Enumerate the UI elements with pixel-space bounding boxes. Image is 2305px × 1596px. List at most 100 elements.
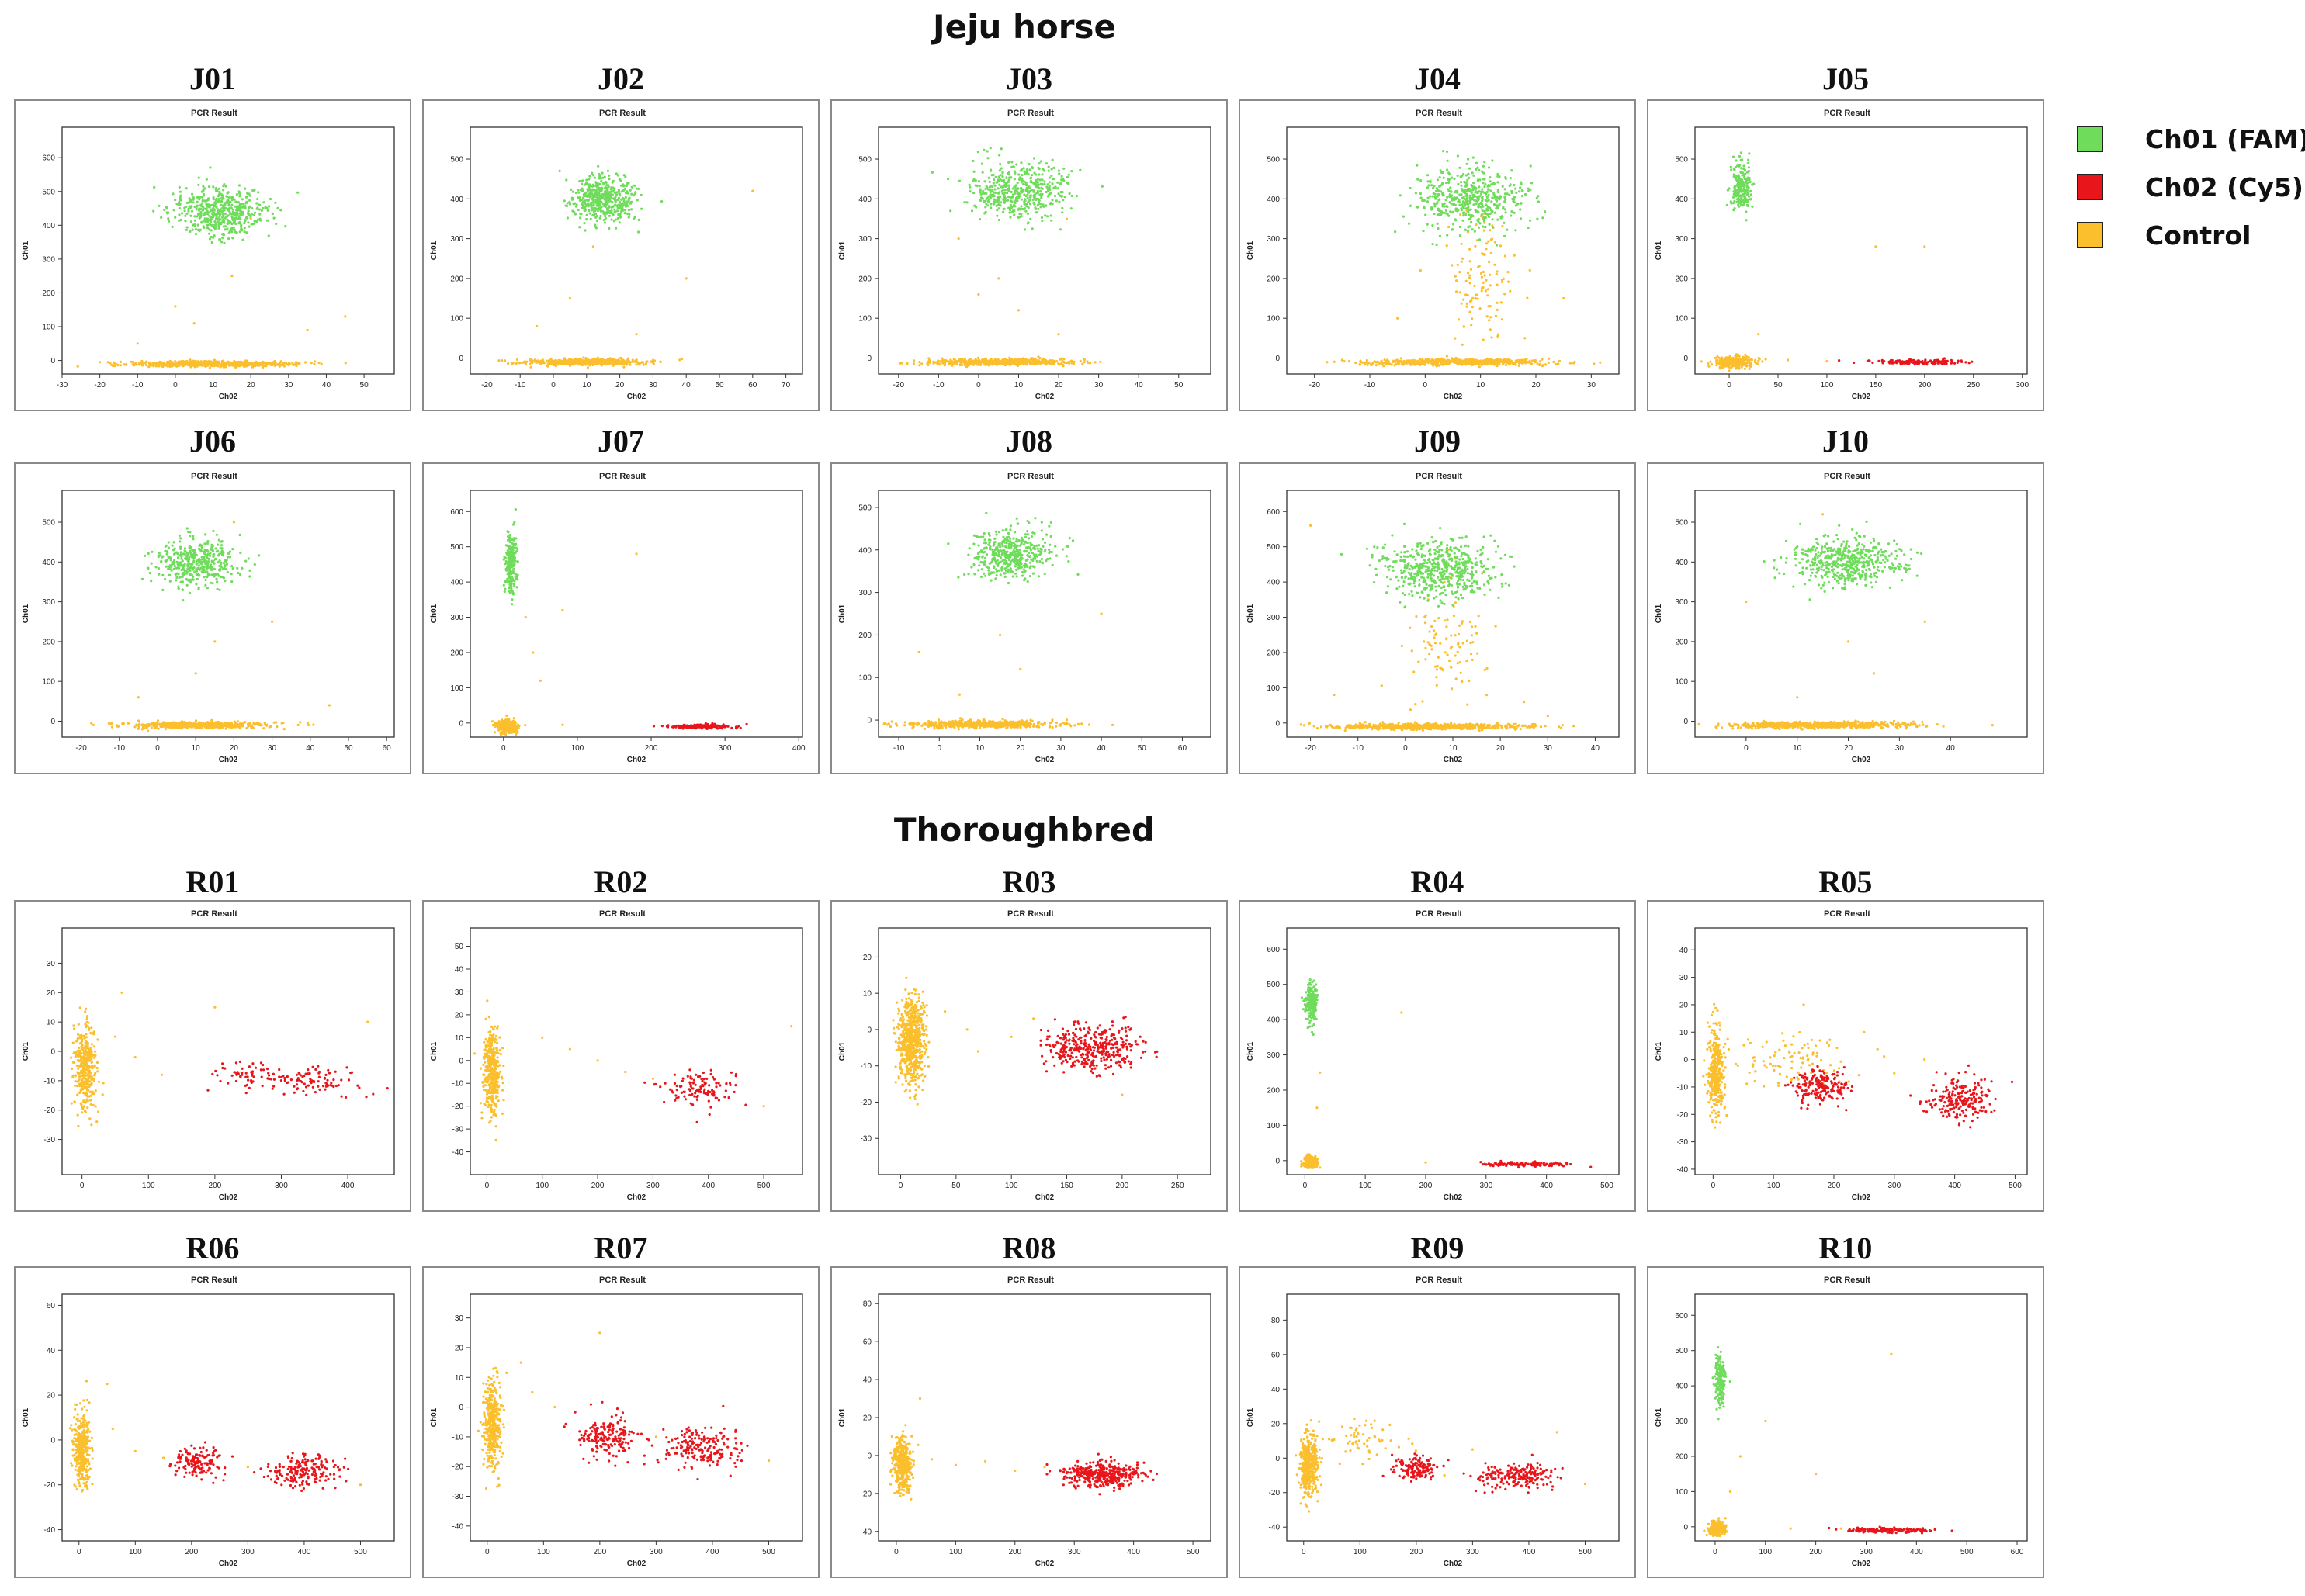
droplet-point — [196, 223, 199, 227]
droplet-point — [1043, 169, 1046, 172]
droplet-point — [1048, 185, 1051, 188]
droplet-point — [1069, 359, 1073, 362]
droplet-point — [1486, 294, 1489, 297]
droplet-point — [227, 220, 230, 223]
droplet-point — [604, 202, 607, 205]
droplet-point — [1465, 196, 1469, 199]
droplet-point — [227, 200, 230, 203]
droplet-point — [1528, 268, 1531, 272]
droplet-point — [1431, 243, 1434, 246]
droplet-point — [1438, 185, 1442, 188]
droplet-point — [185, 187, 188, 190]
panel-label-j01: J01 — [189, 61, 236, 96]
droplet-point — [185, 212, 189, 215]
droplet-point — [1500, 318, 1503, 321]
droplet-point — [113, 362, 116, 365]
droplet-point — [1010, 190, 1013, 193]
droplet-point — [941, 359, 945, 362]
droplet-point — [199, 360, 203, 363]
droplet-point — [613, 191, 616, 195]
droplet-point — [1028, 185, 1031, 189]
droplet-point — [1444, 181, 1448, 185]
droplet-point — [604, 186, 607, 189]
droplet-point — [262, 206, 265, 210]
x-tick-label: 0 — [976, 381, 981, 389]
droplet-point — [1468, 176, 1471, 179]
droplet-point — [310, 362, 313, 365]
droplet-point — [531, 362, 534, 365]
droplet-point — [525, 360, 529, 363]
droplet-point — [1502, 362, 1505, 365]
droplet-point — [637, 230, 640, 234]
droplet-point — [1468, 260, 1471, 263]
droplet-point — [1036, 189, 1039, 193]
droplet-point — [224, 207, 227, 210]
droplet-point — [1024, 183, 1028, 186]
droplet-point — [1471, 296, 1475, 299]
droplet-point — [1535, 196, 1538, 199]
droplet-point — [1051, 199, 1054, 202]
droplet-point — [980, 162, 983, 165]
droplet-point — [546, 364, 549, 367]
droplet-point — [1028, 163, 1031, 166]
droplet-point — [204, 207, 207, 210]
droplet-point — [598, 186, 601, 189]
droplet-point — [1039, 160, 1042, 163]
droplet-point — [1419, 179, 1423, 182]
droplet-point — [1070, 170, 1073, 173]
droplet-point — [1451, 199, 1454, 202]
droplet-point — [990, 357, 993, 360]
droplet-point — [1044, 362, 1047, 365]
droplet-point — [615, 172, 618, 175]
droplet-point — [178, 364, 181, 367]
droplet-point — [1461, 196, 1464, 199]
droplet-point — [1013, 213, 1016, 216]
droplet-point — [219, 218, 222, 221]
droplet-point — [1482, 205, 1485, 208]
droplet-point — [1045, 204, 1048, 207]
droplet-point — [1014, 171, 1017, 175]
droplet-point — [210, 229, 213, 232]
droplet-point — [1486, 360, 1489, 363]
droplet-point — [1508, 193, 1511, 196]
droplet-point — [608, 362, 611, 365]
droplet-point — [238, 212, 241, 215]
droplet-point — [1458, 201, 1461, 204]
droplet-point — [1057, 333, 1060, 336]
droplet-point — [141, 364, 144, 367]
droplet-point — [600, 179, 603, 182]
droplet-point — [1446, 196, 1449, 199]
droplet-point — [1496, 188, 1499, 192]
droplet-point — [222, 232, 225, 235]
droplet-point — [191, 359, 194, 362]
droplet-point — [1440, 171, 1444, 175]
droplet-point — [1009, 358, 1012, 362]
droplet-point — [1513, 254, 1516, 257]
droplet-point — [985, 192, 988, 195]
droplet-point — [254, 365, 257, 368]
y-tick-label: 200 — [1675, 275, 1688, 283]
droplet-point — [1437, 209, 1440, 212]
droplet-point — [637, 187, 640, 190]
droplet-point — [1484, 192, 1488, 196]
droplet-point — [594, 223, 597, 227]
droplet-point — [1493, 211, 1497, 214]
droplet-point — [150, 364, 153, 367]
droplet-point — [1062, 363, 1065, 366]
x-tick-label: 70 — [782, 381, 791, 389]
droplet-point — [1489, 328, 1492, 331]
droplet-point — [1482, 338, 1485, 341]
droplet-point — [1477, 226, 1481, 229]
droplet-point — [529, 365, 532, 369]
droplet-point — [590, 206, 593, 209]
droplet-point — [604, 216, 607, 220]
droplet-point — [607, 196, 610, 199]
droplet-point — [1486, 363, 1489, 366]
droplet-point — [1053, 194, 1056, 198]
droplet-point — [176, 362, 179, 365]
droplet-point — [1440, 183, 1444, 186]
droplet-point — [588, 204, 591, 207]
droplet-point — [189, 214, 192, 217]
droplet-point — [258, 208, 261, 211]
droplet-point — [171, 225, 174, 228]
